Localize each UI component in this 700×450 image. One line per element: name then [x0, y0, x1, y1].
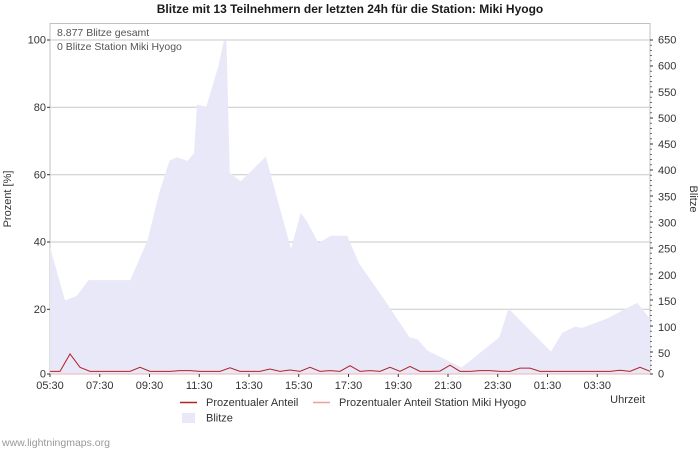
svg-text:40: 40	[34, 237, 46, 249]
svg-text:400: 400	[658, 165, 676, 177]
svg-text:8.877 Blitze gesamt: 8.877 Blitze gesamt	[57, 27, 149, 39]
svg-text:21:30: 21:30	[434, 380, 462, 392]
svg-text:13:30: 13:30	[235, 380, 263, 392]
svg-text:www.lightningmaps.org: www.lightningmaps.org	[1, 437, 110, 449]
svg-text:80: 80	[34, 102, 46, 114]
svg-text:23:30: 23:30	[484, 380, 512, 392]
svg-text:Prozent [%]: Prozent [%]	[2, 171, 14, 228]
svg-text:300: 300	[658, 218, 676, 230]
svg-text:Blitze: Blitze	[206, 413, 233, 425]
svg-text:Uhrzeit: Uhrzeit	[610, 394, 645, 406]
svg-text:650: 650	[658, 35, 676, 47]
svg-text:600: 600	[658, 61, 676, 73]
svg-text:100: 100	[658, 322, 676, 334]
svg-text:550: 550	[658, 87, 676, 99]
svg-text:Prozentualer Anteil: Prozentualer Anteil	[206, 397, 298, 409]
svg-text:0 Blitze Station Miki Hyogo: 0 Blitze Station Miki Hyogo	[57, 41, 182, 53]
svg-text:100: 100	[28, 35, 46, 47]
svg-text:19:30: 19:30	[384, 380, 412, 392]
svg-text:350: 350	[658, 191, 676, 203]
svg-text:250: 250	[658, 244, 676, 256]
svg-text:17:30: 17:30	[335, 380, 363, 392]
svg-text:Prozentualer Anteil Station Mi: Prozentualer Anteil Station Miki Hyogo	[339, 397, 526, 409]
svg-text:09:30: 09:30	[136, 380, 164, 392]
svg-text:Blitze mit 13 Teilnehmern der: Blitze mit 13 Teilnehmern der letzten 24…	[157, 2, 544, 16]
svg-text:07:30: 07:30	[86, 380, 114, 392]
svg-text:50: 50	[658, 348, 670, 360]
svg-text:450: 450	[658, 139, 676, 151]
svg-text:60: 60	[34, 170, 46, 182]
svg-text:500: 500	[658, 113, 676, 125]
svg-text:0: 0	[658, 369, 664, 381]
svg-text:01:30: 01:30	[534, 380, 562, 392]
svg-text:11:30: 11:30	[186, 380, 213, 392]
svg-text:03:30: 03:30	[583, 380, 611, 392]
svg-text:05:30: 05:30	[36, 380, 64, 392]
svg-text:200: 200	[658, 270, 676, 282]
svg-text:Blitze: Blitze	[687, 186, 699, 213]
svg-text:0: 0	[40, 369, 46, 381]
svg-text:15:30: 15:30	[285, 380, 313, 392]
svg-text:20: 20	[34, 304, 46, 316]
svg-text:150: 150	[658, 296, 676, 308]
